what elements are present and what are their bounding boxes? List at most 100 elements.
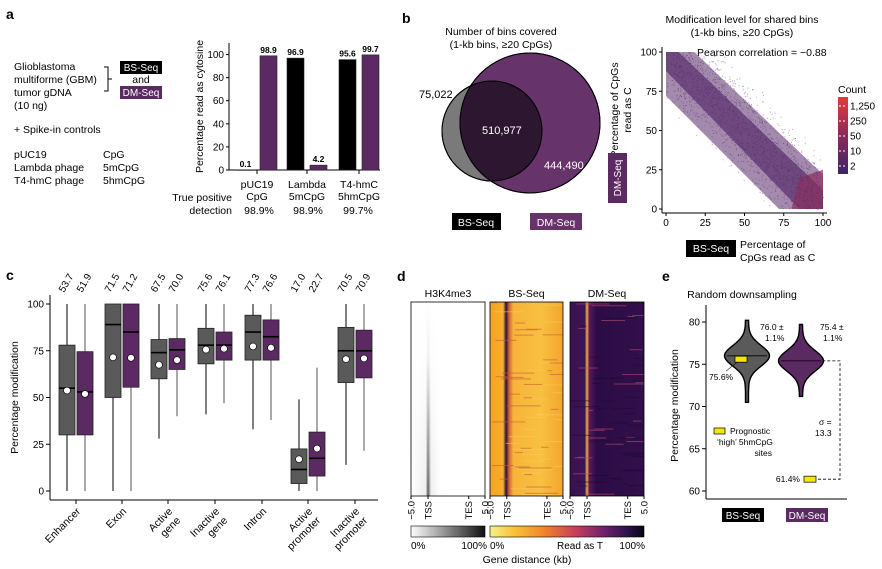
scatter-point [696, 134, 698, 136]
scatter-point [763, 121, 765, 123]
scatter-point [808, 193, 810, 195]
scatter-point [723, 129, 725, 131]
scatter-point [727, 101, 729, 103]
scatter-point [730, 118, 732, 120]
scatter-point [763, 162, 765, 164]
scatter-point [819, 185, 821, 187]
and-text: and [132, 74, 150, 86]
sample-line: multiforme (GBM) [14, 74, 97, 86]
scatter-point [772, 166, 774, 168]
scatter-point [741, 128, 743, 130]
y-tick-label: 100 [207, 50, 224, 61]
scatter-point [811, 208, 813, 210]
scatter-point [736, 100, 738, 102]
scatter-point [743, 124, 745, 126]
scatter-point [777, 157, 779, 159]
scatter-point [676, 99, 678, 101]
heatmap-streak [576, 303, 610, 305]
scatter-point [716, 87, 718, 89]
scatter-point [714, 96, 716, 98]
scatter-point [762, 141, 764, 143]
scatter-point [814, 196, 816, 198]
scatter-point [755, 178, 757, 180]
scatter-point [778, 183, 780, 185]
scatter-point [692, 65, 694, 67]
scatter-point [818, 203, 820, 205]
scatter-point [781, 166, 783, 168]
scatter-point [707, 91, 709, 93]
scatter-point [755, 182, 757, 184]
scatter-point [683, 94, 685, 96]
scatter-point [815, 185, 817, 187]
scatter-point [691, 76, 693, 78]
scatter-point [729, 95, 731, 97]
heatmap-streak [518, 467, 552, 469]
scatter-point [684, 98, 686, 100]
scatter-point [788, 169, 790, 171]
scatter-point [808, 200, 810, 202]
scatter-point [780, 151, 782, 153]
scatter-point [756, 149, 758, 151]
scatter-point [760, 168, 762, 170]
scatter-point [773, 156, 775, 158]
scatter-point [793, 180, 795, 182]
scatter-point [788, 174, 790, 176]
scatter-point [743, 152, 745, 154]
scatter-point [807, 206, 809, 208]
scatter-point [725, 139, 727, 141]
mean-marker [155, 361, 163, 369]
scatter-point [775, 190, 777, 192]
scatter-point [779, 174, 781, 176]
bracket [104, 66, 112, 92]
scatter-point [702, 91, 704, 93]
heatmap-streak [550, 408, 559, 410]
scatter-point [822, 195, 824, 197]
scatter-point [807, 203, 809, 205]
scatter-point [765, 146, 767, 148]
scatter-point [757, 131, 759, 133]
scatter-point [691, 66, 693, 68]
scatter-point [688, 100, 690, 102]
scatter-point [688, 90, 690, 92]
scatter-point [761, 163, 763, 165]
scatter-point [760, 144, 762, 146]
heatmap-streak [625, 470, 644, 472]
box [244, 314, 262, 361]
scatter-point [788, 145, 790, 147]
scatter-point [719, 78, 721, 80]
scatter-point [749, 105, 751, 107]
scatter-point [776, 195, 778, 197]
scatter-point [755, 129, 757, 131]
scatter-point [810, 203, 812, 205]
x-tick-label: 5.0 [640, 501, 651, 514]
scatter-point [805, 204, 807, 206]
scatter-point [764, 153, 766, 155]
scatter-point [683, 86, 685, 88]
heatmap-streak [516, 468, 538, 470]
scatter-point [719, 83, 721, 85]
sample-line: tumor gDNA [14, 87, 72, 99]
scatter-point [789, 169, 791, 171]
scatter-point [707, 104, 709, 106]
scatter-point [737, 126, 739, 128]
scatter-point [695, 114, 697, 116]
scatter-point [803, 167, 805, 169]
scatter-point [819, 200, 821, 202]
heatmap-streak [574, 457, 593, 459]
colorbar-h3k4me3 [410, 525, 486, 538]
scatter-point [706, 117, 708, 119]
scatter-point [699, 72, 701, 74]
y-tick-label: 100 [27, 300, 44, 311]
scatter-point [733, 110, 735, 112]
scatter-point [763, 150, 765, 152]
scatter-point [797, 205, 799, 207]
scatter-point [760, 146, 762, 148]
scatter-point [704, 86, 706, 88]
scatter-point [741, 132, 743, 134]
scatter-point [710, 90, 712, 92]
scatter-point [800, 164, 802, 166]
scatter-point [734, 116, 736, 118]
scatter-point [701, 87, 703, 89]
scatter-point [755, 121, 757, 123]
